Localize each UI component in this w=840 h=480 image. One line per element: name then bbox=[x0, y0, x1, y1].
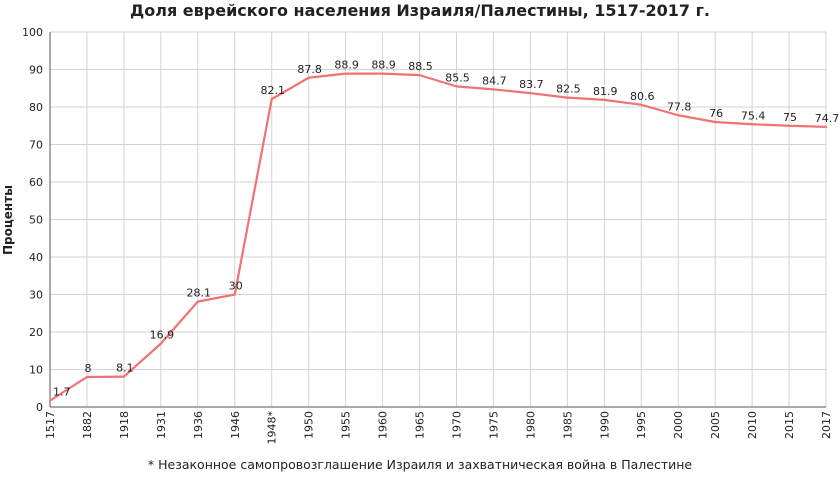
x-tick-label: 1960 bbox=[377, 411, 390, 439]
x-tick-label: 1985 bbox=[561, 411, 574, 439]
data-label: 76 bbox=[709, 107, 723, 120]
series-line-segment bbox=[233, 98, 273, 296]
x-tick-label: 1970 bbox=[450, 411, 463, 439]
series-line-segment bbox=[566, 96, 606, 101]
x-tick-label: 1995 bbox=[635, 411, 648, 439]
x-tick-label: 1931 bbox=[155, 411, 168, 439]
x-tick-label: 1918 bbox=[118, 411, 131, 439]
data-labels: 1.7 8 8.1 16.9 28.1 30 82.1 87.8 88.9 88.9 88.5 85.… bbox=[53, 59, 839, 399]
data-label: 8.1 bbox=[116, 362, 134, 375]
x-tick-label: 1882 bbox=[81, 411, 94, 439]
data-label: 81.9 bbox=[593, 85, 618, 98]
series-line-segment bbox=[750, 123, 791, 127]
series-line-segment bbox=[381, 72, 421, 77]
y-tick-label: 40 bbox=[29, 251, 43, 264]
data-label: 1.7 bbox=[53, 386, 71, 399]
y-tick-label: 50 bbox=[29, 214, 43, 227]
data-label: 16.9 bbox=[150, 329, 175, 342]
data-label: 84.7 bbox=[482, 74, 507, 87]
y-tick-label: 60 bbox=[29, 176, 43, 189]
series-line-segment bbox=[640, 103, 680, 117]
y-tick-label: 20 bbox=[29, 326, 43, 339]
series-line-segment bbox=[48, 375, 89, 402]
series-line-segment bbox=[787, 124, 828, 128]
y-tick-label: 80 bbox=[29, 101, 43, 114]
series-line-segment bbox=[714, 120, 754, 126]
y-tick-label: 0 bbox=[36, 401, 43, 414]
series-line-segment bbox=[196, 293, 236, 303]
x-tick-label: 2010 bbox=[746, 411, 759, 439]
x-tick-label: 1517 bbox=[44, 411, 57, 439]
x-tick-label: 2015 bbox=[783, 411, 796, 439]
x-tick-label: 1975 bbox=[487, 411, 500, 439]
series-lines bbox=[48, 72, 828, 402]
series-line-segment bbox=[677, 114, 717, 124]
x-tick-label: 1948* bbox=[266, 411, 279, 445]
data-label: 87.8 bbox=[297, 63, 322, 76]
data-label: 88.9 bbox=[371, 59, 396, 72]
y-tick-label: 100 bbox=[22, 26, 43, 39]
y-axis-ticks: 0 10 20 30 40 50 60 70 80 90 100 bbox=[22, 26, 43, 414]
series-line-segment bbox=[492, 88, 532, 95]
series-line-segment bbox=[270, 76, 310, 101]
x-tick-label: 2000 bbox=[672, 411, 685, 439]
series-line-segment bbox=[159, 300, 199, 345]
series-line-segment bbox=[529, 92, 569, 99]
y-tick-label: 70 bbox=[29, 139, 43, 152]
chart-grid bbox=[49, 31, 827, 408]
x-tick-label: 1936 bbox=[192, 411, 205, 439]
y-axis-label: Проценты bbox=[1, 185, 15, 255]
data-label: 74.7 bbox=[815, 112, 840, 125]
data-label: 75.4 bbox=[741, 109, 766, 122]
data-label: 75 bbox=[783, 111, 797, 124]
series-line-segment bbox=[307, 72, 347, 79]
series-line-segment bbox=[603, 98, 643, 106]
data-label: 82.5 bbox=[556, 83, 581, 96]
series-line-segment bbox=[418, 74, 458, 88]
x-tick-label: 1980 bbox=[524, 411, 537, 439]
x-tick-label: 2005 bbox=[709, 411, 722, 439]
data-label: 77.8 bbox=[667, 100, 692, 113]
series-line-segment bbox=[122, 342, 162, 378]
y-tick-label: 30 bbox=[29, 289, 43, 302]
x-tick-label: 2017 bbox=[820, 411, 833, 439]
data-label: 80.6 bbox=[630, 90, 655, 103]
data-label: 88.9 bbox=[334, 59, 359, 72]
x-tick-label: 1946 bbox=[229, 411, 242, 439]
data-label: 8 bbox=[84, 362, 91, 375]
x-tick-label: 1990 bbox=[598, 411, 611, 439]
data-label: 88.5 bbox=[408, 60, 433, 73]
chart-footnote: * Незаконное самопровозглашение Израиля … bbox=[147, 457, 693, 472]
data-label: 82.1 bbox=[260, 84, 285, 97]
x-tick-label: 1965 bbox=[414, 411, 427, 439]
data-label: 83.7 bbox=[519, 78, 544, 91]
data-label: 85.5 bbox=[445, 71, 470, 84]
y-tick-label: 10 bbox=[29, 364, 43, 377]
data-label: 28.1 bbox=[187, 287, 212, 300]
x-tick-label: 1950 bbox=[303, 411, 316, 439]
x-axis-ticks: 1517 1882 1918 1931 1936 1946 1948* 1950 1955 196… bbox=[44, 411, 833, 445]
chart-title: Доля еврейского населения Израиля/Палест… bbox=[129, 1, 710, 20]
data-label: 30 bbox=[229, 280, 243, 293]
y-tick-label: 90 bbox=[29, 64, 43, 77]
x-tick-label: 1955 bbox=[340, 411, 353, 439]
series-line-segment bbox=[455, 85, 495, 91]
